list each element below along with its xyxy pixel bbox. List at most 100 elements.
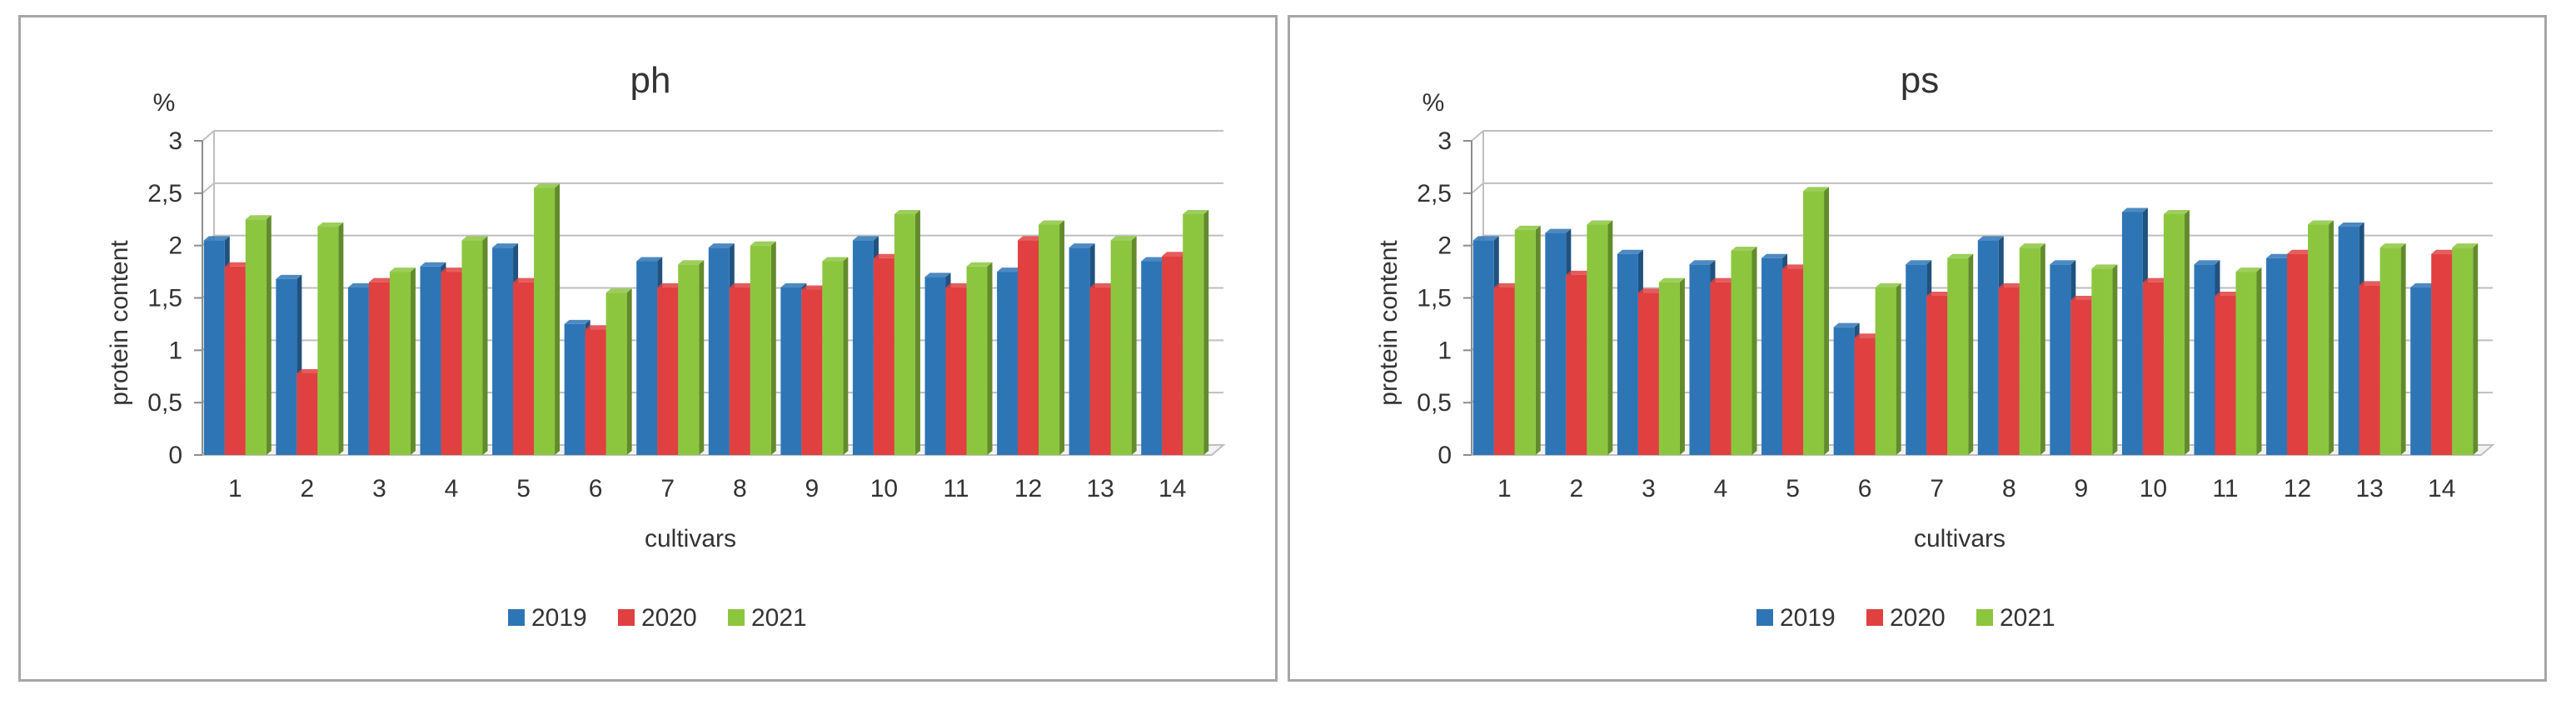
bar-top [678,260,705,265]
bar-top [1545,228,1572,233]
chart-ps: 00,511,522,531 2 3 4 5 6 7 8 9 10 11 12 13 14ps%prote… [1375,60,2495,632]
bar-side [1131,236,1137,455]
bar-front [1617,253,1638,455]
bar-front [2266,258,2288,455]
bar-front [461,240,483,455]
bar-front [1854,338,1876,455]
bar-top [2235,268,2262,272]
unit-label: % [153,89,176,117]
bar-side [1896,282,1901,455]
bar-top [822,257,849,262]
x-tick-label: 5 [516,475,531,502]
bar-top [2452,243,2479,248]
bar-top [1018,236,1044,241]
bar-2019-cultivar-10 [2121,208,2148,455]
bar-top [1875,282,1901,288]
x-tick-label: 3 [1642,475,1656,502]
bar-top [801,285,828,290]
x-tick-label: 7 [660,475,675,502]
bar-front [1803,191,1825,455]
bar-top [1162,252,1188,257]
bar-top [2431,249,2458,254]
legend-item-2020: 2020 [1866,604,1946,632]
x-tick-label: 12 [1014,475,1042,502]
bar-2021-cultivar-2 [317,222,344,455]
bar-2021-cultivar-3 [1658,278,1685,455]
bar-front [2050,264,2071,455]
x-tick-label: 3 [372,475,386,502]
bar-2021-cultivar-3 [389,268,416,455]
x-tick-label: 1 [228,475,242,502]
bar-front [1833,327,1855,455]
legend-swatch [1976,609,1993,626]
bar-top [2163,209,2190,214]
bar-top [1998,282,2025,288]
bar-front [368,282,390,455]
bar-front [2287,253,2309,455]
bar-2021-cultivar-2 [1587,220,1613,455]
gridline-side [1471,130,1484,142]
legend-item-2019: 2019 [508,604,587,632]
bar-front [2121,212,2143,455]
bar-top [2410,282,2437,288]
bar-2021-cultivar-13 [1110,236,1137,455]
bar-2021-cultivar-11 [2235,268,2262,455]
bar-2021-cultivar-9 [822,257,849,455]
legend-item-2021: 2021 [1976,604,2055,632]
bar-top [1803,187,1830,192]
x-tick-label: 13 [1086,475,1114,502]
bar-front [1761,258,1783,455]
x-tick-label: 14 [2428,475,2455,502]
bar-side [555,183,561,456]
bar-front [1998,287,2020,455]
bar-side [2040,243,2045,455]
bar-side [1824,187,1830,455]
bar-top [1947,253,1974,258]
bar-top [224,262,251,267]
bar-top [1089,282,1116,288]
legend-swatch [508,609,525,626]
bar-side [2112,264,2118,455]
bar-front [2359,285,2380,455]
bar-front [1875,287,1896,455]
bar-side [2473,243,2479,455]
bar-2021-cultivar-1 [245,215,272,455]
bar-top [420,262,446,267]
bar-top [2091,264,2118,269]
bar-top [1906,260,1932,265]
bar-2021-cultivar-5 [1803,187,1830,455]
x-tick-label: 2 [301,475,315,502]
x-tick-label: 8 [2002,475,2016,502]
legend-label: 2021 [2000,604,2055,632]
bar-2021-cultivar-4 [1731,246,1757,455]
x-axis-label: cultivars [645,525,736,552]
y-tick-label: 0 [1437,442,1452,469]
bar-front [1069,248,1090,455]
bar-front [389,272,411,455]
bar-front [852,240,874,455]
bar-2021-cultivar-10 [894,209,920,455]
bar-front [2091,268,2113,455]
bar-front [1566,274,1587,455]
x-tick-label: 7 [1930,475,1944,502]
bar-front [1782,268,1804,455]
bar-front [822,261,844,455]
bar-2021-cultivar-13 [2379,243,2406,455]
bar-top [2142,278,2169,282]
x-tick-label: 10 [2140,475,2167,502]
bar-front [636,261,658,455]
bar-top [2070,296,2097,301]
bar-top [2359,281,2385,286]
bar-2020-cultivar-4 [441,268,467,455]
x-tick-label: 12 [2284,475,2311,502]
x-axis-label: cultivars [1914,525,2005,552]
bar-2021-cultivar-4 [461,236,488,455]
legend-item-2020: 2020 [618,604,697,632]
bar-top [1617,249,1643,254]
bar-front [997,272,1019,455]
bar-front [2431,253,2453,455]
bar-top [924,272,951,278]
bar-top [513,278,540,282]
y-tick-label: 0,5 [1417,389,1452,417]
bar-top [2215,291,2241,296]
